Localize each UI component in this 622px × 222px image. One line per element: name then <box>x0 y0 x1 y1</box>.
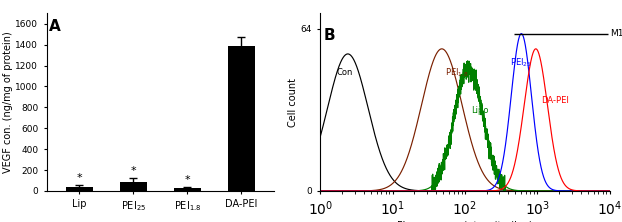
Text: A: A <box>49 19 61 34</box>
Text: PEI$_{1.8}$: PEI$_{1.8}$ <box>445 67 468 79</box>
Text: DA-PEI: DA-PEI <box>541 96 569 105</box>
Bar <box>228 46 255 191</box>
Y-axis label: VEGF con. (ng/mg of protein): VEGF con. (ng/mg of protein) <box>2 31 12 173</box>
Bar <box>119 182 147 191</box>
Text: Lipo: Lipo <box>471 106 488 115</box>
X-axis label: Fluorescence intensity (log): Fluorescence intensity (log) <box>397 221 533 222</box>
Text: PEI$_{25}$: PEI$_{25}$ <box>510 57 532 69</box>
Bar <box>65 187 93 191</box>
Text: *: * <box>131 166 136 176</box>
Text: Con: Con <box>337 68 353 77</box>
Text: *: * <box>77 173 82 183</box>
Text: M1: M1 <box>610 29 622 38</box>
Y-axis label: Cell count: Cell count <box>288 78 298 127</box>
Text: B: B <box>324 28 336 43</box>
Text: *: * <box>184 174 190 184</box>
Bar <box>174 188 201 191</box>
